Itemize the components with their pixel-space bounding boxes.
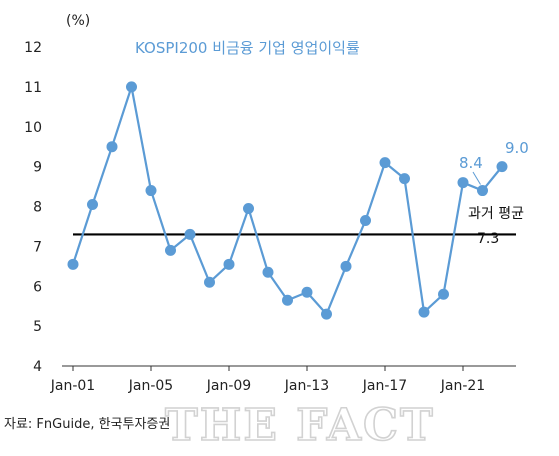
- x-tick-label: Jan-01: [50, 378, 95, 394]
- y-tick-label: 8: [33, 200, 42, 216]
- data-point: [340, 260, 352, 272]
- data-point: [379, 157, 391, 169]
- data-point: [223, 258, 235, 270]
- data-label-8-4: 8.4: [459, 154, 483, 172]
- data-point: [418, 306, 430, 318]
- x-tick-label: Jan-09: [206, 378, 251, 394]
- data-point: [262, 266, 274, 278]
- series-points: [67, 81, 508, 320]
- average-value-label: 7.3: [477, 231, 499, 247]
- y-tick-label: 5: [33, 319, 42, 335]
- y-axis-tick-labels: 4 5 6 7 8 9 10 11 12: [24, 40, 42, 375]
- x-tick-label: Jan-17: [362, 378, 407, 394]
- data-point: [496, 161, 508, 173]
- data-point: [282, 294, 293, 306]
- y-tick-label: 6: [33, 279, 42, 295]
- y-tick-label: 4: [33, 359, 42, 375]
- x-axis-tick-labels: Jan-01 Jan-05 Jan-09 Jan-13 Jan-17 Jan-21: [50, 366, 485, 394]
- data-label-9-0: 9.0: [505, 139, 529, 157]
- x-tick-label: Jan-13: [284, 378, 329, 394]
- y-tick-label: 11: [24, 80, 42, 96]
- data-point: [184, 228, 196, 240]
- data-point: [360, 214, 371, 226]
- average-label: 과거 평균: [468, 206, 524, 222]
- data-point: [243, 202, 254, 214]
- data-point: [106, 141, 118, 153]
- y-axis-unit-label: (%): [66, 13, 90, 29]
- data-point: [321, 308, 332, 320]
- series-line: [71, 85, 503, 316]
- data-point: [165, 244, 176, 256]
- data-point: [438, 288, 449, 300]
- y-tick-label: 10: [24, 120, 42, 136]
- data-point: [477, 185, 488, 197]
- data-point: [204, 276, 215, 288]
- data-point: [87, 199, 98, 211]
- data-point: [67, 258, 79, 270]
- data-point: [126, 81, 137, 93]
- source-note: 자료: FnGuide, 한국투자증권: [4, 417, 170, 432]
- x-tick-label: Jan-05: [128, 378, 173, 394]
- y-tick-label: 12: [24, 40, 42, 56]
- data-point: [399, 173, 410, 185]
- data-point: [457, 177, 469, 189]
- data-point: [145, 185, 157, 197]
- x-tick-label: Jan-21: [440, 378, 485, 394]
- annotation-leader-line: [472, 171, 481, 185]
- y-tick-label: 9: [33, 160, 42, 176]
- data-point: [301, 286, 313, 298]
- y-tick-label: 7: [33, 239, 42, 255]
- watermark-logo: THE FACT: [165, 400, 435, 451]
- chart-title: KOSPI200 비금융 기업 영업이익률: [135, 39, 360, 57]
